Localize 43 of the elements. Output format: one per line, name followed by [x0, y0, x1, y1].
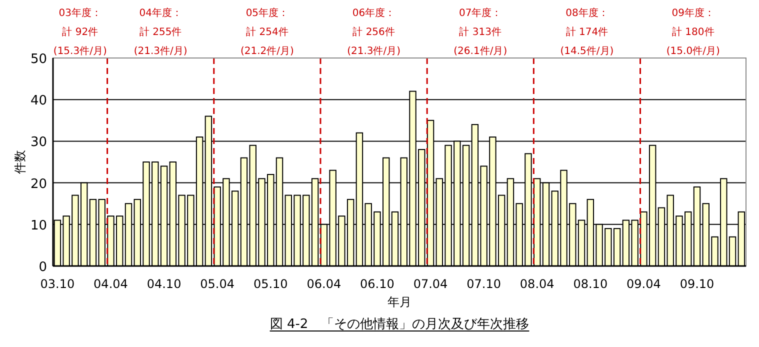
- x-tick-label: 07.10: [466, 277, 501, 291]
- text: 計 174件: [566, 26, 608, 38]
- text: (21.3件/月): [347, 46, 401, 57]
- text: 図 4-2 「その他情報」の月次及び年次推移: [270, 317, 530, 332]
- y-tick-label: 10: [30, 218, 47, 234]
- x-axis-title: 年月: [388, 295, 412, 309]
- x-tick-label: 06.10: [360, 277, 394, 291]
- x-tick-label: 09.04: [626, 277, 661, 291]
- text: 計 254件: [246, 26, 288, 38]
- x-tick-label: 03.10: [40, 277, 75, 291]
- x-tick-label: 04.04: [94, 277, 128, 291]
- text: 09年度：: [672, 7, 714, 19]
- text: (21.2件/月): [240, 46, 294, 57]
- x-tick-label: 04.10: [146, 277, 182, 291]
- x-tick-label: 05.10: [253, 277, 288, 291]
- text: (14.5件/月): [560, 46, 614, 57]
- text: 計 255件: [139, 26, 182, 38]
- text: 04年度：: [139, 7, 182, 19]
- y-tick-label: 0: [38, 260, 47, 275]
- x-tick-label: 07.04: [413, 277, 448, 291]
- x-tick-label: 09.10: [680, 277, 714, 291]
- y-tick-label: 30: [30, 135, 47, 150]
- text: (21.3件/月): [134, 46, 188, 57]
- text: (26.1件/月): [454, 46, 508, 57]
- y-tick-label: 40: [30, 94, 47, 109]
- text: 07年度：: [459, 7, 502, 19]
- text: 03年度：: [58, 7, 102, 19]
- text: 計 180件: [672, 26, 714, 38]
- text: 06年度：: [352, 7, 396, 19]
- y-axis-title: 件数: [13, 150, 27, 174]
- x-tick-label: 08.04: [520, 277, 554, 291]
- text: 05年度：: [246, 7, 289, 19]
- text: 計 256件: [352, 26, 395, 38]
- x-tick-label: 06.04: [306, 277, 342, 291]
- y-tick-label: 50: [30, 52, 47, 67]
- text: (15.3件/月): [53, 46, 107, 57]
- text: 計 313件: [459, 26, 502, 38]
- x-tick-label: 05.04: [200, 277, 235, 291]
- x-tick-label: 08.10: [573, 277, 608, 291]
- text: 08年度：: [566, 7, 608, 19]
- text: (15.0件/月): [666, 46, 720, 57]
- y-tick-label: 20: [30, 176, 47, 192]
- text: 計 92件: [62, 26, 98, 38]
